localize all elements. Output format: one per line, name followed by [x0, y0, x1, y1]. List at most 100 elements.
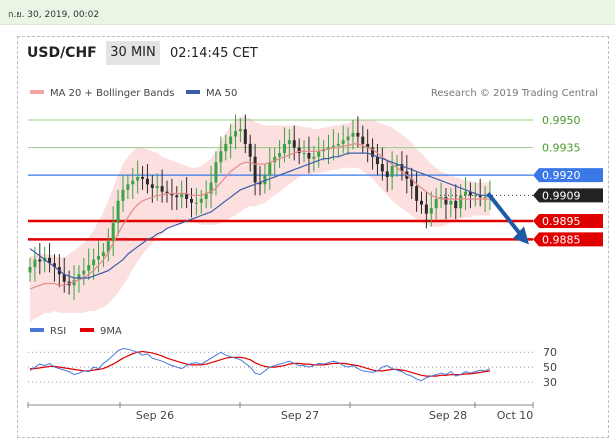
price-level-label: 0.9885	[542, 233, 581, 246]
candle-body	[307, 153, 311, 159]
candle-body	[165, 191, 169, 194]
candle-body	[263, 175, 267, 185]
candle-body	[141, 176, 145, 179]
y-tick-label: 0.9950	[542, 114, 581, 127]
candle-body	[424, 204, 428, 214]
bollinger-band	[30, 116, 490, 323]
rsi-9ma-line	[30, 350, 491, 377]
candle-body	[439, 197, 443, 199]
candle-body	[238, 129, 242, 132]
candle-body	[116, 200, 120, 223]
candle-body	[312, 156, 316, 159]
candle-body	[322, 149, 326, 152]
candle-body	[52, 263, 56, 267]
candle-body	[375, 156, 379, 165]
ma20-line	[29, 143, 490, 290]
candle-body	[28, 266, 32, 273]
candle-body	[371, 147, 375, 157]
candle-body	[278, 153, 282, 157]
candle-body	[273, 156, 277, 163]
x-tick-label: Oct 10	[497, 409, 534, 422]
candle-body	[106, 241, 110, 253]
x-tick-label: Sep 26	[136, 409, 174, 422]
candle-body	[346, 136, 350, 141]
candle-body	[268, 162, 272, 176]
legend-ma20-label: MA 20 + Bollinger Bands	[50, 88, 174, 99]
ma50-line	[29, 152, 491, 279]
price-level-label: 0.9909	[542, 189, 581, 202]
timeframe-badge[interactable]: 30 MIN	[106, 41, 160, 65]
legend-ma50-label: MA 50	[206, 88, 237, 99]
price-level-label: 0.9920	[542, 169, 581, 182]
candle-body	[429, 208, 433, 214]
candle-body	[459, 195, 463, 209]
candle-body	[97, 255, 101, 260]
candle-body	[160, 186, 164, 192]
candle-body	[297, 147, 301, 154]
candle-body	[170, 193, 174, 196]
candle-body	[38, 259, 42, 262]
rsi-tick-label: 30	[543, 376, 557, 389]
candle-body	[189, 199, 193, 203]
candle-body	[131, 180, 135, 185]
candle-body	[87, 265, 91, 271]
candle-body	[449, 200, 453, 205]
candle-body	[327, 147, 331, 150]
candle-body	[331, 145, 335, 148]
legend-rsi-label: RSI	[50, 326, 66, 337]
price-level-badge	[533, 232, 603, 247]
candle-body	[390, 165, 394, 177]
candle-body	[410, 178, 414, 187]
price-level-badge	[533, 188, 603, 203]
candle-body	[356, 132, 360, 137]
candle-body	[121, 189, 125, 201]
candle-body	[72, 279, 76, 286]
candle-body	[62, 274, 66, 282]
candle-body	[92, 259, 96, 266]
rsi-line	[29, 347, 491, 382]
x-axis-layer: Sep 26 Sep 27 Sep 28 Oct 10	[27, 402, 534, 422]
candle-body	[444, 197, 448, 205]
candle-body	[483, 197, 487, 199]
candle-body	[395, 164, 399, 166]
candle-body	[243, 129, 247, 144]
candle-body	[234, 131, 238, 137]
candle-body	[287, 140, 291, 144]
candle-body	[253, 156, 257, 183]
candle-body	[341, 140, 345, 144]
candle-body	[185, 193, 189, 199]
candle-body	[150, 184, 154, 188]
candle-body	[380, 164, 384, 172]
candle-body	[400, 164, 404, 172]
price-level-badge	[533, 168, 603, 183]
symbol-label: USD/CHF	[27, 45, 97, 61]
candle-body	[258, 182, 262, 185]
candle-body	[155, 186, 159, 188]
candle-body	[224, 143, 228, 152]
candle-body	[478, 195, 482, 198]
legend-9ma-label: 9MA	[100, 326, 122, 337]
candle-body	[366, 143, 370, 148]
candle-body	[77, 274, 81, 280]
candle-body	[317, 151, 321, 157]
candle-body	[214, 162, 218, 183]
candle-body	[33, 259, 37, 267]
y-tick-label: 0.9935	[542, 142, 581, 155]
candle-body	[175, 195, 179, 198]
main-chart-layer: 0.9950 0.9935 0.9920 0.9909 0.9895 0.9885	[28, 114, 603, 323]
rsi-tick-label: 70	[543, 346, 557, 359]
candle-body	[180, 193, 184, 198]
rsi-chart-layer: 70 50 30	[28, 346, 557, 389]
credit-text: Research © 2019 Trading Central	[431, 88, 598, 99]
projection-arrow-shaft	[486, 192, 524, 238]
chart-time: 02:14:45 CET	[170, 46, 258, 61]
candle-body	[361, 136, 365, 144]
candle-body	[199, 199, 203, 203]
candle-body	[282, 143, 286, 154]
candle-body	[229, 136, 233, 144]
candle-body	[454, 200, 458, 209]
candle-body	[204, 193, 208, 199]
price-level-label: 0.9895	[542, 215, 581, 228]
candle-body	[351, 132, 355, 137]
